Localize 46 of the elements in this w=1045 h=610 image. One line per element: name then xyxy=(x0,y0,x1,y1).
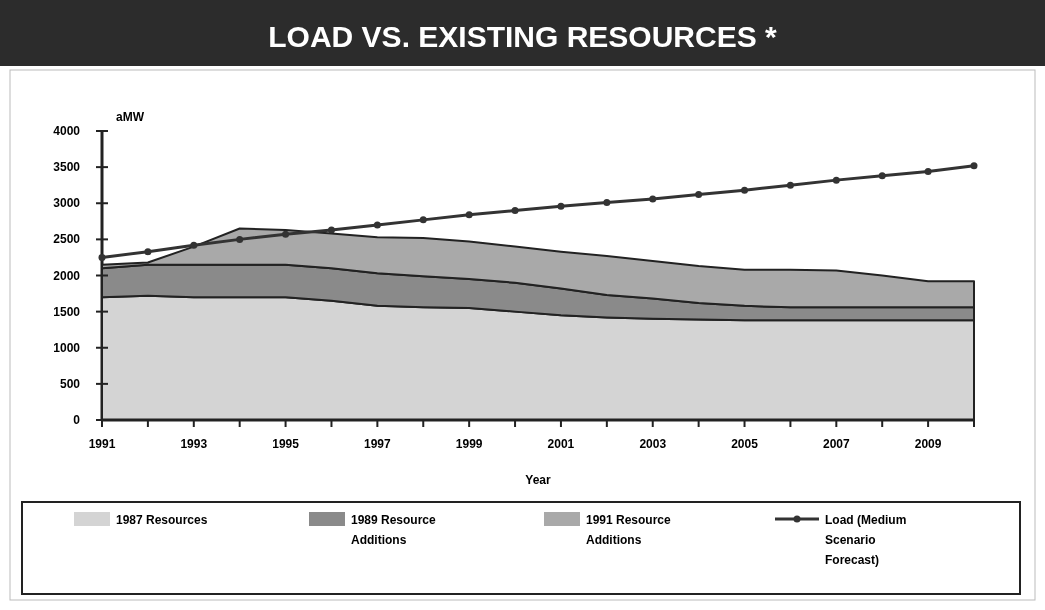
x-tick-label: 1995 xyxy=(272,437,300,451)
point xyxy=(236,235,244,243)
point xyxy=(603,199,611,207)
legend-label: 1987 Resources xyxy=(116,513,208,527)
point xyxy=(327,226,335,234)
y-tick-label: 500 xyxy=(59,376,81,391)
point xyxy=(786,181,794,189)
x-tick-label: 1991 xyxy=(88,437,116,451)
point xyxy=(741,186,749,194)
point xyxy=(190,241,198,249)
y-axis-title: aMW xyxy=(116,110,145,124)
x-tick-label: 2003 xyxy=(639,437,667,451)
x-axis-title: Year xyxy=(525,473,552,487)
y-tick-label: 2000 xyxy=(53,268,81,283)
y-tick-label: 4000 xyxy=(53,124,81,138)
y-tick-label: 1000 xyxy=(53,340,81,355)
y-tick-label: 1500 xyxy=(53,304,81,319)
point xyxy=(98,253,106,261)
y-tick-label: 3500 xyxy=(53,160,81,175)
legend-label: 1991 Resource Additions xyxy=(586,513,672,547)
point xyxy=(649,195,657,203)
point xyxy=(373,221,381,229)
point xyxy=(878,172,886,180)
point xyxy=(832,176,840,184)
legend-label: Load (Medium Scenario Forecast) xyxy=(825,513,907,567)
point xyxy=(465,211,473,219)
x-tick-label: 2005 xyxy=(731,437,759,451)
x-tick-label: 2007 xyxy=(822,437,850,451)
x-tick-label: 1999 xyxy=(455,437,483,451)
x-tick-label: 2001 xyxy=(547,437,575,451)
point xyxy=(924,167,932,175)
point xyxy=(511,206,519,214)
point xyxy=(557,202,565,210)
point xyxy=(419,216,427,224)
x-tick-label: 1997 xyxy=(364,437,392,451)
point xyxy=(695,191,703,199)
chart-title: LOAD VS. EXISTING RESOURCES * xyxy=(268,20,778,53)
x-tick-label: 1993 xyxy=(180,437,208,451)
point xyxy=(970,162,978,170)
y-tick-label: 2500 xyxy=(53,232,81,247)
point xyxy=(144,248,152,256)
y-tick-label: 3000 xyxy=(53,196,81,211)
legend-label: 1989 Resource Additions xyxy=(351,513,437,547)
x-tick-label: 2009 xyxy=(914,437,942,451)
point xyxy=(282,230,290,238)
y-tick-label: 0 xyxy=(73,413,81,427)
